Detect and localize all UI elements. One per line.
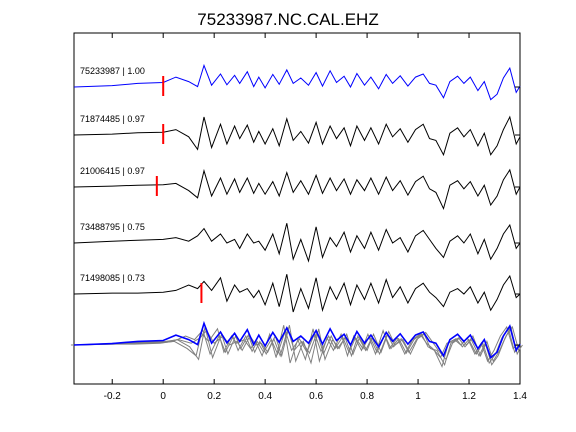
overlay-reference-line	[73, 320, 521, 359]
x-tick-label: -0.2	[104, 391, 122, 402]
overlay-trace-line	[70, 325, 518, 364]
trace-line	[73, 115, 521, 157]
x-tick-label: 1.2	[462, 391, 476, 402]
chart-title: 75233987.NC.CAL.EHZ	[197, 10, 378, 29]
trace-label: 21006415 | 0.97	[80, 166, 145, 176]
trace-line	[73, 168, 521, 211]
overlay-trace-line	[72, 326, 519, 369]
x-tick-label: 0.2	[207, 391, 221, 402]
x-tick-label: 0.4	[258, 391, 272, 402]
trace-label: 75233987 | 1.00	[80, 66, 145, 76]
x-tick-label: 0	[160, 391, 166, 402]
x-tick-label: 1.4	[513, 391, 527, 402]
trace-line	[73, 223, 521, 263]
x-tick-label: 0.6	[309, 391, 323, 402]
x-tick-label: 0.8	[360, 391, 374, 402]
x-tick-label: 1	[415, 391, 421, 402]
trace-label: 71874485 | 0.97	[80, 114, 145, 124]
trace-line	[73, 63, 521, 101]
trace-label: 71498085 | 0.73	[80, 273, 145, 283]
axes-frame	[73, 32, 521, 385]
trace-label: 73488795 | 0.75	[80, 222, 145, 232]
plot-area: -0.2 0 0.2 0.4 0.6 0.8 1 1.2 1.4 75233987 | 1.00 7…	[70, 33, 527, 402]
trace-line	[73, 274, 521, 313]
